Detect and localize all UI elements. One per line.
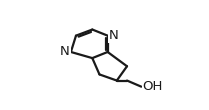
Text: N: N [109,29,118,42]
Text: N: N [60,45,70,59]
Text: OH: OH [142,80,163,93]
